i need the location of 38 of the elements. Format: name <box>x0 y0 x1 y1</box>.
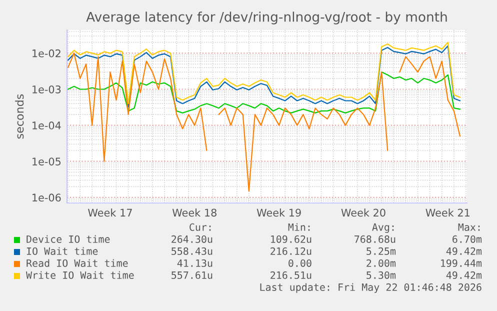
text: 5.25m <box>366 247 396 255</box>
legend-label: Device IO time <box>26 235 110 243</box>
text: 6.70m <box>452 235 482 243</box>
text: 49.42m <box>446 271 482 279</box>
text: Last update: Fri May 22 01:46:48 2026 <box>260 283 482 293</box>
y-tick-label: 1e-06 <box>32 194 61 202</box>
text: 0.00 <box>288 259 312 267</box>
y-tick-label: 1e-03 <box>32 85 61 94</box>
y-tick-label: 1e-02 <box>32 49 60 58</box>
text: 264.30u <box>172 235 212 243</box>
legend-label: Read IO Wait time <box>26 259 128 267</box>
text: 49.42m <box>446 247 482 255</box>
line-series <box>67 71 461 114</box>
text: 216.51u <box>270 271 312 279</box>
text: 41.13u <box>177 259 212 267</box>
text: 2.00m <box>366 259 396 267</box>
y-tick-label: 1e-04 <box>32 122 61 130</box>
text: 216.12u <box>270 247 312 255</box>
text: 5.30m <box>366 271 396 279</box>
text: 768.68u <box>354 235 396 243</box>
text: 558.43u <box>172 247 212 255</box>
x-tick-label: Week 18 <box>172 208 216 217</box>
legend-label: IO Wait time <box>26 247 98 255</box>
x-tick-label: Week 17 <box>88 208 132 217</box>
text: 199.44m <box>441 259 482 267</box>
chart-title: Average latency for /dev/ring-nlnog-vg/root - by month <box>86 12 447 24</box>
text: Avg: <box>372 223 394 233</box>
text: Min: <box>288 223 310 231</box>
text: 557.61u <box>172 271 212 279</box>
text: Cur: <box>190 223 211 231</box>
legend-label: Write IO Wait time <box>26 271 134 279</box>
y-tick-label: 1e-05 <box>32 158 61 166</box>
x-tick-label: Week 21 <box>426 208 470 217</box>
x-tick-label: Week 19 <box>256 208 301 217</box>
y-axis-title: seconds <box>15 94 24 139</box>
text: Max: <box>458 223 480 231</box>
text: 109.62u <box>271 235 312 243</box>
x-tick-label: Week 20 <box>341 208 386 217</box>
